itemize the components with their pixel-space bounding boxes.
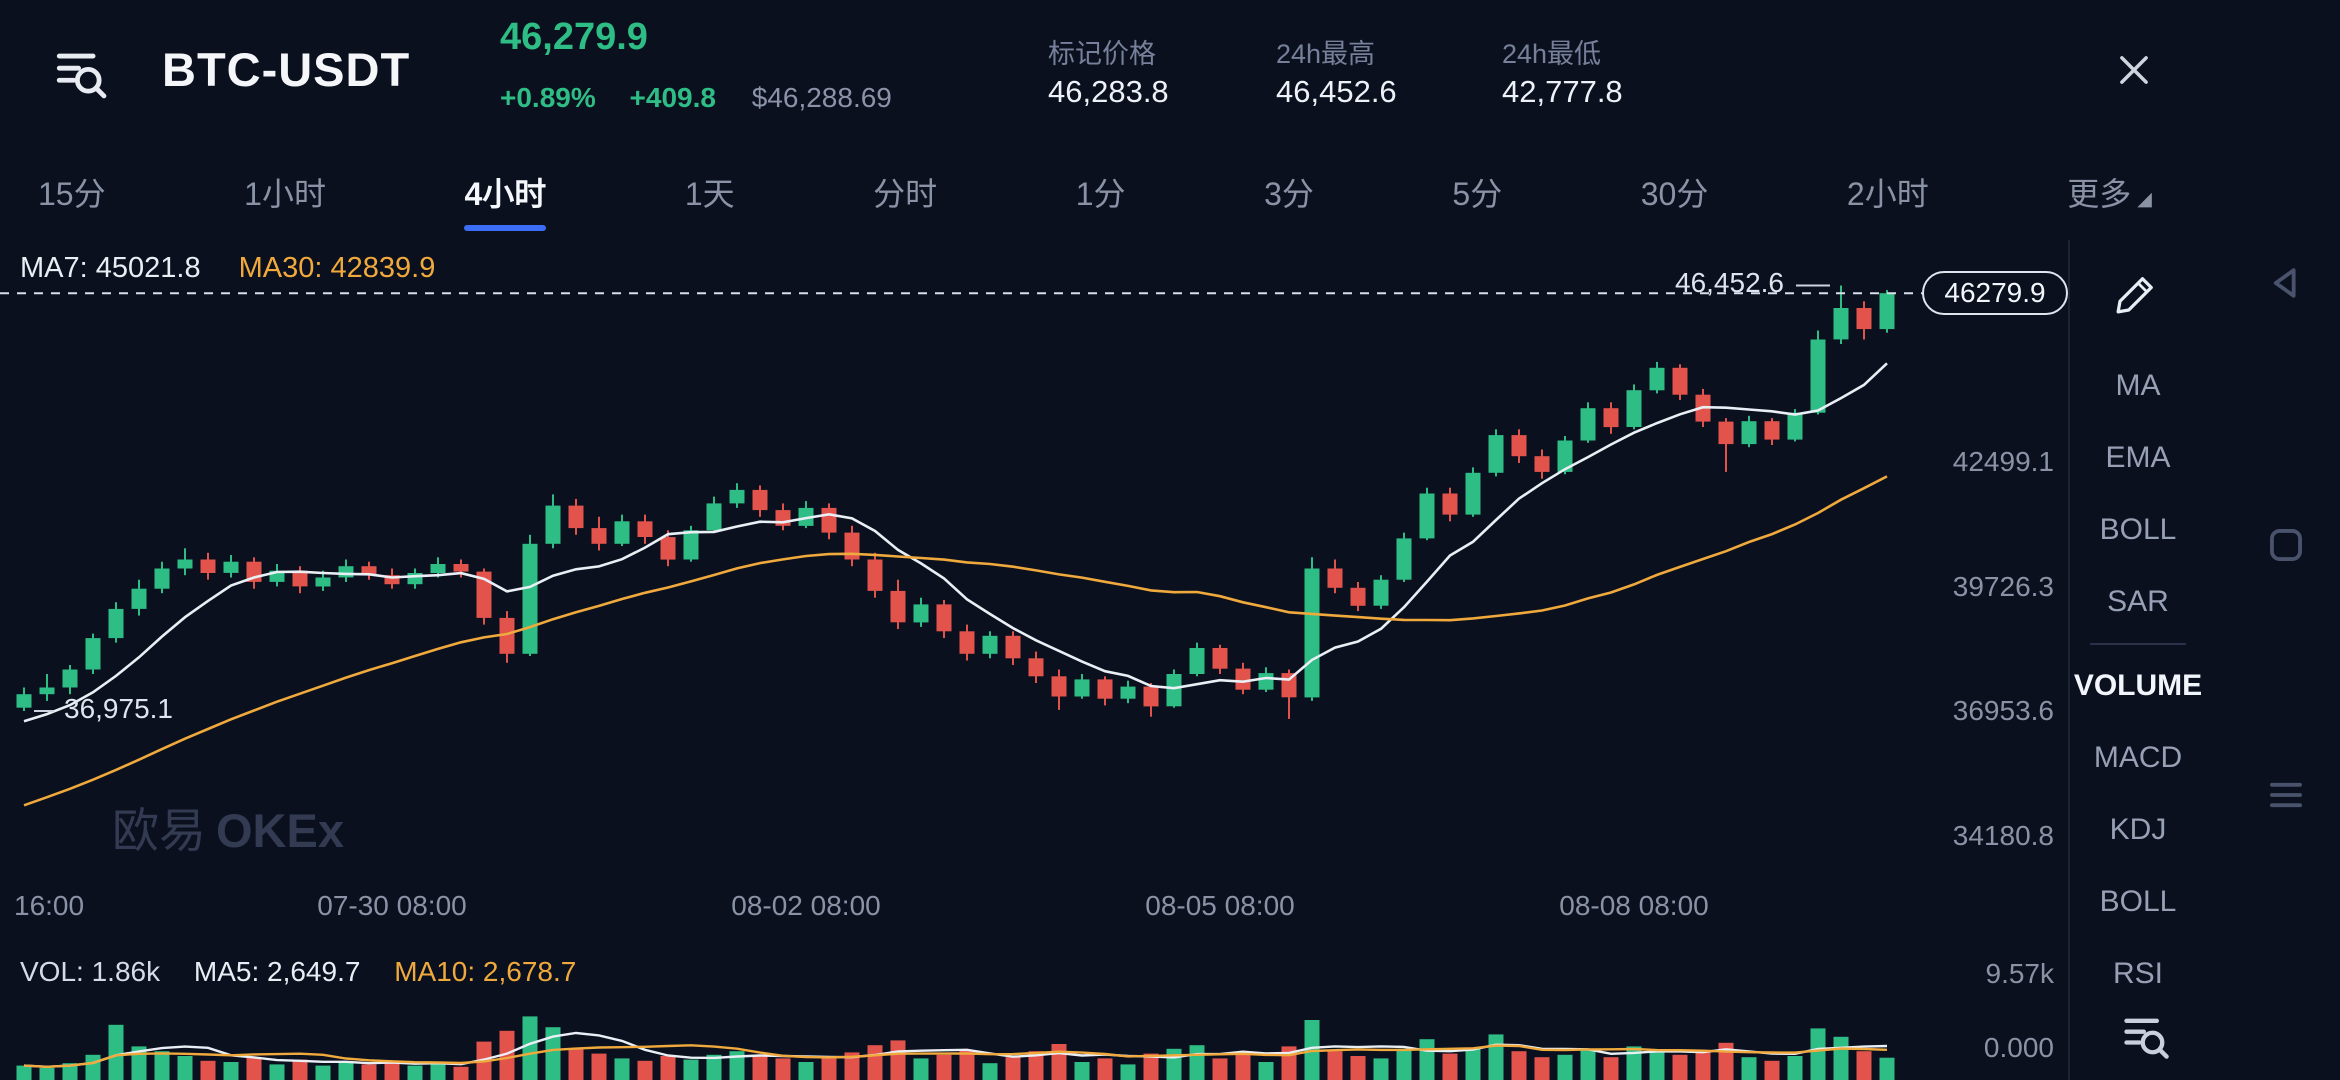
low-24h-label: 24h最低: [1502, 39, 1602, 69]
change-absolute: +409.8: [629, 82, 716, 113]
price-chart-svg: [0, 284, 2044, 807]
indicator-settings-icon[interactable]: [2120, 1010, 2172, 1062]
last-price: 46,279.9: [500, 16, 648, 58]
price-chart[interactable]: [0, 240, 2068, 885]
tab-15分[interactable]: 15分: [38, 176, 106, 212]
price-axis-label: 42499.1: [1952, 446, 2054, 477]
indicator-volume[interactable]: VOLUME: [2073, 669, 2203, 702]
collapse-panel-icon[interactable]: [2263, 260, 2309, 306]
indicator-kdj[interactable]: KDJ: [2109, 813, 2167, 846]
indicator-rsi[interactable]: RSI: [2112, 957, 2163, 990]
draw-pencil-icon[interactable]: [2110, 270, 2160, 320]
header: BTC-USDT 46,279.9 +0.89% +409.8 $46,288.…: [0, 0, 2340, 150]
low-price-marker: 36,975.1: [64, 693, 173, 725]
change-percent: +0.89%: [500, 82, 596, 113]
time-axis-label: 08-08 08:00: [1559, 890, 1709, 921]
mark-price-value: 46,283.8: [1048, 74, 1169, 109]
volume-axis-min: 0.000: [1983, 1032, 2054, 1063]
tab-30分[interactable]: 30分: [1640, 176, 1709, 212]
indicator-boll[interactable]: BOLL: [2099, 513, 2177, 546]
indicator-ma[interactable]: MA: [2115, 369, 2161, 402]
time-axis-label: 08-05 08:00: [1145, 890, 1295, 921]
high-price-marker: 46,452.6: [1675, 267, 1784, 299]
vol-value: VOL: 1.86k: [20, 956, 161, 987]
ma-indicator-readout: MA7: 45021.8 MA30: 42839.9: [20, 252, 435, 285]
high-24h-label: 24h最高: [1276, 39, 1376, 69]
volume-chart-svg: [16, 1016, 1895, 1080]
tab-more[interactable]: 更多 ◢: [2067, 176, 2152, 212]
close-icon[interactable]: [2112, 48, 2156, 92]
indicator-boll[interactable]: BOLL: [2099, 885, 2177, 918]
ma7-value: MA7: 45021.8: [20, 252, 201, 284]
menu-lines-icon[interactable]: [2263, 772, 2309, 818]
tab-4小时[interactable]: 4小时: [456, 155, 554, 235]
tab-1天[interactable]: 1天: [684, 176, 735, 212]
vol-ma5-value: MA5: 2,649.7: [193, 956, 361, 987]
volume-indicator-readout: VOL: 1.86k MA5: 2,649.7 MA10: 2,678.7: [20, 956, 576, 988]
vol-ma10-value: MA10: 2,678.7: [394, 956, 577, 987]
shape-tool-icon[interactable]: [2263, 522, 2309, 568]
tab-5分[interactable]: 5分: [1452, 176, 1503, 212]
tab-3分[interactable]: 3分: [1264, 176, 1314, 212]
timeframe-tabs: 15分 1小时 4小时 1天 分时 1分 3分 5分 30分 2小时 更多 ◢: [0, 156, 2340, 234]
volume-axis-max: 9.57k: [1985, 958, 2055, 989]
indicator-sar[interactable]: SAR: [2107, 585, 2169, 618]
low-24h-value: 42,777.8: [1502, 74, 1623, 109]
price-axis-label: 36953.6: [1952, 695, 2054, 726]
last-price-tag: 46279.9: [1922, 271, 2068, 316]
time-axis-label: 16:00: [14, 890, 85, 921]
price-axis-label: 34180.8: [1952, 819, 2054, 851]
pair-title: BTC-USDT: [162, 43, 411, 96]
volume-chart[interactable]: [0, 975, 2068, 1080]
okex-watermark: 欧易 OKEx: [112, 804, 344, 857]
price-axis-label: 39726.3: [1952, 570, 2054, 602]
time-axis-label: 08-02 08:00: [731, 890, 881, 921]
ma30-value: MA30: 42839.9: [238, 252, 436, 284]
indicator-sidebar-list: MA EMA BOLL SAR VOLUME MACD KDJ BOLL RSI: [2068, 350, 2208, 1010]
tab-2小时[interactable]: 2小时: [1846, 176, 1929, 212]
time-axis-label: 07-30 08:00: [317, 890, 467, 921]
usd-price: $46,288.69: [751, 82, 892, 113]
more-caret-icon: ◢: [2137, 189, 2152, 210]
tab-1分[interactable]: 1分: [1075, 176, 1126, 212]
chart-search-icon[interactable]: [52, 44, 110, 102]
indicator-macd[interactable]: MACD: [2093, 741, 2183, 774]
sidebar-divider-line: [2068, 240, 2070, 1080]
indicator-ema[interactable]: EMA: [2105, 441, 2171, 474]
mark-price-label: 标记价格: [1048, 39, 1156, 69]
high-24h-value: 46,452.6: [1276, 74, 1397, 109]
tab-分时[interactable]: 分时: [873, 176, 938, 212]
tab-1小时[interactable]: 1小时: [244, 176, 326, 212]
sidebar-group-divider: [2090, 643, 2186, 645]
